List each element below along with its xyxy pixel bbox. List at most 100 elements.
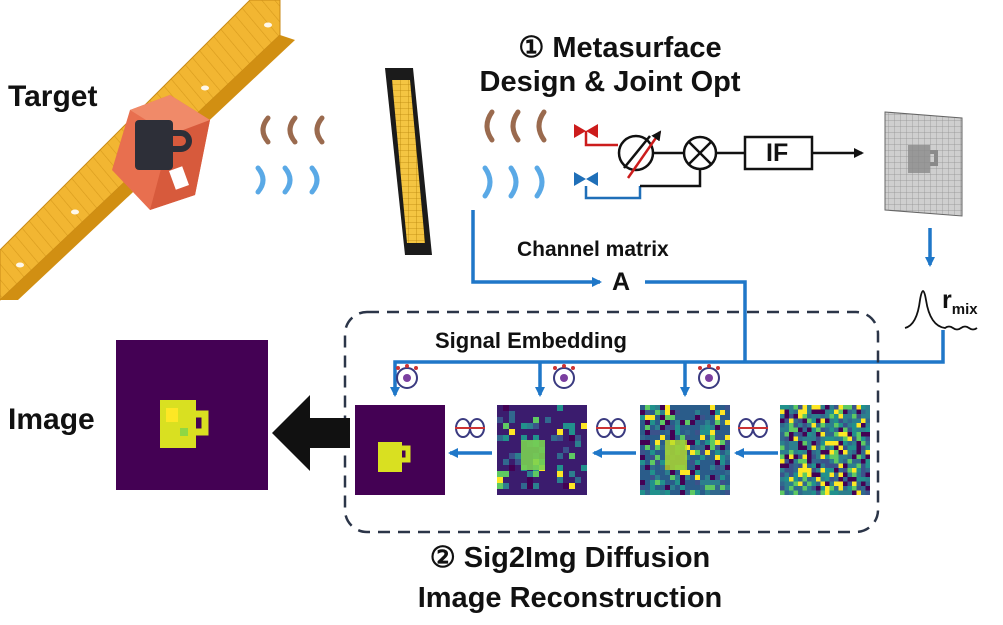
noise-pixel bbox=[798, 427, 803, 432]
noise-pixel bbox=[802, 472, 807, 477]
noise-pixel bbox=[700, 425, 705, 430]
noise-pixel bbox=[838, 472, 843, 477]
noise-pixel bbox=[695, 470, 700, 475]
noise-pixel bbox=[784, 436, 789, 441]
noise-pixel bbox=[695, 480, 700, 485]
noise-pixel bbox=[784, 450, 789, 455]
noise-pixel bbox=[807, 432, 812, 437]
noise-pixel bbox=[784, 468, 789, 473]
if-label: IF bbox=[766, 139, 789, 167]
noise-pixel bbox=[816, 486, 821, 491]
noise-pixel bbox=[798, 459, 803, 464]
noise-pixel bbox=[789, 414, 794, 419]
noise-pixel bbox=[825, 432, 830, 437]
noise-pixel bbox=[640, 455, 645, 460]
noise-pixel bbox=[789, 472, 794, 477]
rf-chain bbox=[584, 131, 642, 200]
coffee-mug-icon bbox=[135, 120, 192, 170]
noise-pixel bbox=[802, 409, 807, 414]
noise-pixel bbox=[838, 477, 843, 482]
noise-pixel bbox=[725, 405, 730, 410]
noise-pixel bbox=[856, 436, 861, 441]
noise-pixel bbox=[509, 465, 515, 471]
noise-pixel bbox=[852, 454, 857, 459]
noise-pixel bbox=[811, 432, 816, 437]
noise-pixel bbox=[816, 405, 821, 410]
noise-pixel bbox=[820, 409, 825, 414]
noise-pixel bbox=[838, 423, 843, 428]
noise-pixel bbox=[670, 430, 675, 435]
rf-wires-black bbox=[640, 148, 864, 188]
noise-pixel bbox=[650, 455, 655, 460]
noise-pixel bbox=[829, 454, 834, 459]
noise-pixel bbox=[695, 475, 700, 480]
noise-pixel bbox=[829, 490, 834, 495]
noise-pixel bbox=[807, 436, 812, 441]
noise-pixel bbox=[829, 486, 834, 491]
noise-pixel bbox=[843, 454, 848, 459]
noise-pixel bbox=[834, 436, 839, 441]
noise-pixel bbox=[793, 405, 798, 410]
noise-pixel bbox=[710, 445, 715, 450]
noise-pixel bbox=[575, 435, 581, 441]
noise-pixel bbox=[798, 409, 803, 414]
noise-pixel bbox=[802, 441, 807, 446]
noise-pixel bbox=[503, 423, 509, 429]
noise-pixel bbox=[829, 472, 834, 477]
noise-pixel bbox=[820, 445, 825, 450]
noise-pixel bbox=[569, 435, 575, 441]
noise-pixel bbox=[793, 436, 798, 441]
noise-pixel bbox=[665, 490, 670, 495]
noise-pixel bbox=[816, 481, 821, 486]
noise-pixel bbox=[695, 440, 700, 445]
noise-pixel bbox=[843, 481, 848, 486]
noise-pixel bbox=[640, 480, 645, 485]
noise-pixel bbox=[780, 481, 785, 486]
noise-pixel bbox=[811, 414, 816, 419]
noise-pixel bbox=[640, 410, 645, 415]
noise-pixel bbox=[856, 423, 861, 428]
noise-pixel bbox=[798, 481, 803, 486]
noise-pixel bbox=[655, 405, 660, 410]
noise-pixel bbox=[807, 423, 812, 428]
noise-pixel bbox=[650, 475, 655, 480]
metasurface-title-line1: ① Metasurface bbox=[518, 32, 722, 64]
noise-pixel bbox=[710, 405, 715, 410]
noise-pixel bbox=[784, 405, 789, 410]
noise-pixel bbox=[847, 427, 852, 432]
noise-pixel bbox=[843, 486, 848, 491]
noise-pixel bbox=[825, 441, 830, 446]
noise-pixel bbox=[807, 463, 812, 468]
noise-pixel bbox=[861, 450, 866, 455]
noise-pixel bbox=[784, 477, 789, 482]
noise-pixel bbox=[715, 480, 720, 485]
noise-pixel bbox=[655, 455, 660, 460]
noise-pixel bbox=[798, 405, 803, 410]
noise-pixel bbox=[820, 450, 825, 455]
noise-pixel bbox=[521, 423, 527, 429]
noise-pixel bbox=[798, 414, 803, 419]
noise-pixel bbox=[847, 418, 852, 423]
noise-pixel bbox=[650, 470, 655, 475]
noise-pixel bbox=[527, 423, 533, 429]
noise-pixel bbox=[650, 405, 655, 410]
noise-pixel bbox=[780, 445, 785, 450]
noise-pixel bbox=[645, 405, 650, 410]
noise-pixel bbox=[780, 436, 785, 441]
noise-pixel bbox=[834, 441, 839, 446]
noise-pixel bbox=[655, 490, 660, 495]
noise-pixel bbox=[715, 425, 720, 430]
noise-pixel bbox=[650, 480, 655, 485]
noise-pixel bbox=[829, 414, 834, 419]
noise-pixel bbox=[715, 465, 720, 470]
noise-pixel bbox=[807, 405, 812, 410]
target-label: Target bbox=[8, 80, 98, 113]
noise-pixel bbox=[838, 441, 843, 446]
noise-pixel bbox=[811, 427, 816, 432]
noise-pixel bbox=[710, 425, 715, 430]
noise-pixel bbox=[660, 460, 665, 465]
noise-pixel bbox=[715, 460, 720, 465]
noise-pixel bbox=[784, 490, 789, 495]
noise-pixel bbox=[829, 427, 834, 432]
noise-pixel bbox=[521, 483, 527, 489]
